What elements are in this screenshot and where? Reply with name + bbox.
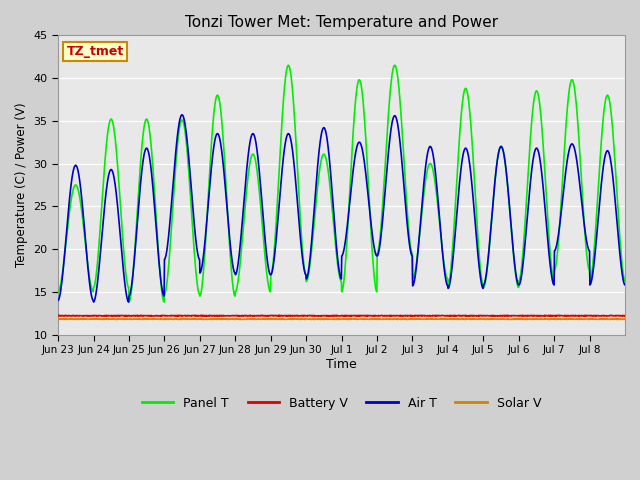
Y-axis label: Temperature (C) / Power (V): Temperature (C) / Power (V) bbox=[15, 103, 28, 267]
X-axis label: Time: Time bbox=[326, 358, 357, 371]
Title: Tonzi Tower Met: Temperature and Power: Tonzi Tower Met: Temperature and Power bbox=[185, 15, 498, 30]
Legend: Panel T, Battery V, Air T, Solar V: Panel T, Battery V, Air T, Solar V bbox=[137, 392, 546, 415]
Text: TZ_tmet: TZ_tmet bbox=[67, 45, 124, 58]
